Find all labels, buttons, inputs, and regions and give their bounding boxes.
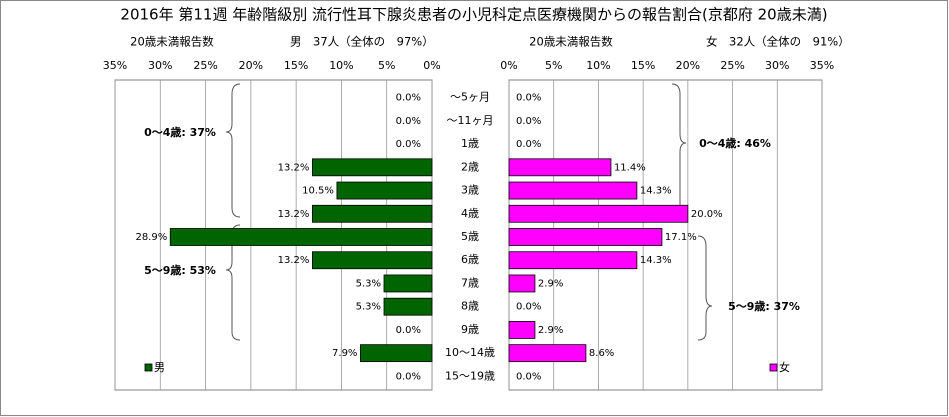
legend-label: 女 <box>779 360 790 374</box>
category-label: 7歳 <box>461 276 479 289</box>
bar <box>336 181 433 200</box>
bar <box>383 274 433 293</box>
category-label: 10～14歳 <box>445 346 495 359</box>
annotation: 0～4歳: 37% <box>144 125 216 139</box>
value-label: 0.0% <box>396 325 421 336</box>
x-tick-label: 10% <box>586 59 610 72</box>
legend-label: 男 <box>154 361 165 374</box>
category-label: 8歳 <box>461 300 479 313</box>
category-label: ～5ヶ月 <box>450 91 490 104</box>
x-tick-label: 30% <box>765 59 789 72</box>
annotation: 0～4歳: 46% <box>699 136 771 150</box>
bar <box>508 228 663 246</box>
x-tick-label: 10% <box>329 59 353 72</box>
subtitle: 女 32人（全体の 91%） <box>706 35 850 49</box>
annotation: 5～9歳: 37% <box>728 299 800 313</box>
subtitle: 男 37人（全体の 97%） <box>290 35 434 49</box>
bar <box>169 228 433 246</box>
category-label: 2歳 <box>461 160 479 173</box>
value-label: 0.0% <box>396 93 421 104</box>
bar <box>508 204 689 223</box>
category-label: 1歳 <box>461 137 479 150</box>
x-tick-label: 0% <box>500 59 517 72</box>
value-label: 0.0% <box>396 371 421 382</box>
value-label: 14.3% <box>640 255 672 266</box>
value-label: 13.2% <box>278 209 310 220</box>
category-label: 6歳 <box>461 253 479 266</box>
legend-marker <box>769 363 778 372</box>
category-label: 15～19歳 <box>445 369 495 382</box>
x-tick-label: 25% <box>720 59 744 72</box>
value-label: 0.0% <box>516 139 541 150</box>
value-label: 5.3% <box>356 278 381 289</box>
value-label: 0.0% <box>516 302 541 313</box>
bar <box>508 321 536 339</box>
value-label: 14.3% <box>640 186 672 197</box>
x-tick-label: 35% <box>103 59 127 72</box>
x-tick-label: 15% <box>284 59 308 72</box>
value-label: 0.0% <box>396 139 421 150</box>
x-tick-label: 35% <box>810 59 834 72</box>
bar <box>508 274 536 293</box>
chart-title: 2016年 第11週 年齢階級別 流行性耳下腺炎患者の小児科定点医療機関からの報… <box>120 6 827 24</box>
value-label: 5.3% <box>356 302 381 313</box>
bar <box>508 181 638 200</box>
x-tick-label: 15% <box>631 59 655 72</box>
x-tick-label: 20% <box>676 59 700 72</box>
x-tick-label: 20% <box>239 59 263 72</box>
value-label: 8.6% <box>589 348 614 359</box>
bar <box>360 344 433 363</box>
legend-marker <box>144 363 153 372</box>
category-label: 9歳 <box>461 323 479 336</box>
value-label: 0.0% <box>516 371 541 382</box>
bar <box>508 251 638 270</box>
category-label: ～11ヶ月 <box>447 114 494 127</box>
x-tick-label: 30% <box>148 59 172 72</box>
value-label: 2.9% <box>538 278 563 289</box>
value-label: 13.2% <box>278 162 310 173</box>
category-label: 3歳 <box>461 184 479 197</box>
x-tick-label: 0% <box>423 59 440 72</box>
axis-label: 20歳未満報告数 <box>529 35 613 49</box>
brace <box>697 235 713 341</box>
category-label: 5歳 <box>461 230 479 243</box>
brace <box>225 83 241 218</box>
value-label: 0.0% <box>516 93 541 104</box>
x-tick-label: 5% <box>378 59 395 72</box>
axis-label: 20歳未満報告数 <box>130 35 214 49</box>
bar <box>312 158 433 177</box>
bar <box>312 251 433 270</box>
bar <box>312 204 433 223</box>
value-label: 20.0% <box>691 209 723 220</box>
value-label: 11.4% <box>614 162 646 173</box>
bar <box>508 158 612 177</box>
value-label: 7.9% <box>332 348 357 359</box>
category-label: 4歳 <box>461 207 479 220</box>
value-label: 13.2% <box>278 255 310 266</box>
x-tick-label: 5% <box>545 59 562 72</box>
value-label: 28.9% <box>135 232 167 243</box>
value-label: 0.0% <box>516 116 541 127</box>
value-label: 17.1% <box>665 232 697 243</box>
bar <box>508 344 587 363</box>
x-tick-label: 25% <box>193 59 217 72</box>
value-label: 10.5% <box>302 186 334 197</box>
annotation: 5～9歳: 53% <box>144 263 216 277</box>
value-label: 2.9% <box>538 325 563 336</box>
value-label: 0.0% <box>396 116 421 127</box>
bar <box>383 297 433 316</box>
